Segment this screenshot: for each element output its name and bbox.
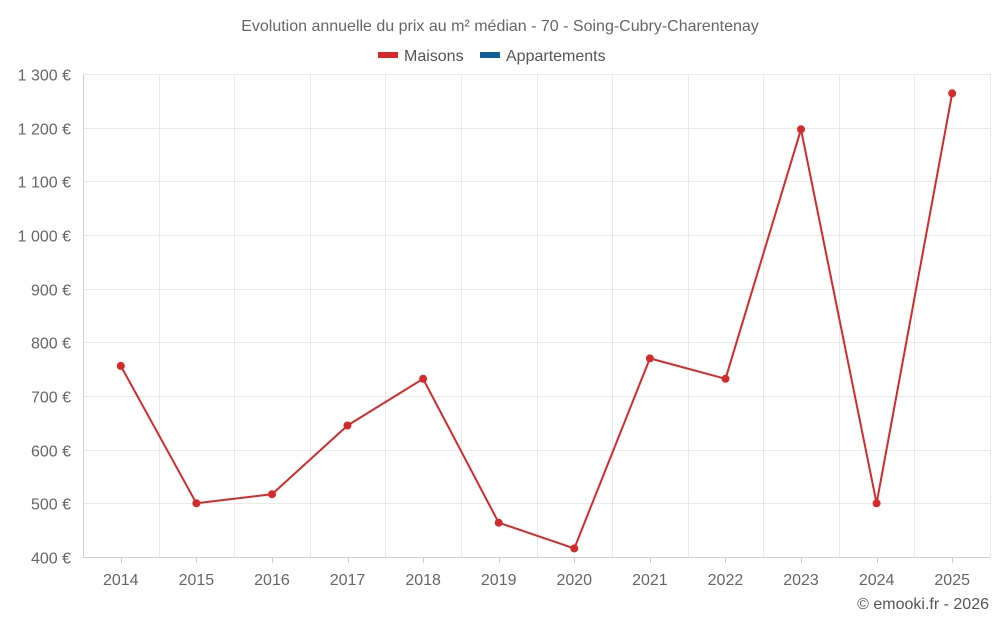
x-gridlines bbox=[83, 74, 991, 557]
legend-label-appartements[interactable]: Appartements bbox=[506, 48, 606, 65]
series-line-maisons bbox=[119, 93, 954, 550]
x-tick-label: 2018 bbox=[405, 572, 441, 589]
series-lines bbox=[119, 93, 954, 550]
y-tick-label: 1 200 € bbox=[18, 122, 71, 139]
data-point-maisons-2017[interactable]: 2017: 645 € bbox=[343, 421, 352, 430]
y-tick-label: 700 € bbox=[31, 390, 71, 407]
data-point-maisons-2015[interactable]: 2015: 500 € bbox=[192, 499, 201, 508]
x-tick-label: 2014 bbox=[103, 572, 139, 589]
x-tick-label: 2022 bbox=[708, 572, 744, 589]
y-tick-label: 800 € bbox=[31, 336, 71, 353]
data-point-maisons-2020[interactable]: 2020: 416 € bbox=[570, 544, 579, 553]
x-tick-label: 2016 bbox=[254, 572, 290, 589]
chart-title: Evolution annuelle du prix au m² médian … bbox=[241, 18, 759, 35]
data-point-maisons-2016[interactable]: 2016: 517 € bbox=[268, 490, 276, 499]
x-axis-tick-labels: 2014 2015 2016 2017 2018 2019 2020 2021 2022 2023… bbox=[103, 572, 970, 589]
y-tick-label: 900 € bbox=[31, 283, 71, 300]
x-tick-label: 2021 bbox=[632, 572, 668, 589]
credit-text: © emooki.fr - 2026 bbox=[857, 596, 989, 613]
y-tick-label: 1 100 € bbox=[18, 175, 71, 192]
y-tick-label: 1 000 € bbox=[18, 229, 71, 246]
y-axis-tick-labels: 400 € 500 € 600 € 700 € 800 € 900 € 1 000 € 1 1… bbox=[18, 68, 71, 568]
x-tick-label: 2024 bbox=[859, 572, 895, 589]
axes bbox=[83, 74, 990, 563]
legend[interactable]: Maisons Appartements bbox=[378, 48, 606, 65]
x-tick-label: 2017 bbox=[330, 572, 366, 589]
legend-label-maisons[interactable]: Maisons bbox=[404, 48, 464, 65]
x-tick-label: 2023 bbox=[783, 572, 819, 589]
x-tick-label: 2019 bbox=[481, 572, 517, 589]
y-gridlines bbox=[83, 74, 990, 504]
x-tick-label: 2020 bbox=[556, 572, 592, 589]
legend-swatch-maisons bbox=[378, 52, 398, 58]
y-tick-label: 1 300 € bbox=[18, 68, 71, 85]
y-tick-label: 400 € bbox=[31, 551, 71, 568]
data-point-maisons-2025[interactable]: 2025: 1264 € bbox=[948, 89, 957, 98]
data-point-maisons-2014[interactable]: 2014: 756 € bbox=[116, 361, 125, 370]
y-tick-label: 500 € bbox=[31, 497, 71, 514]
series-points[interactable]: 2014: 756 € 2015: 500 € 2016: 517 € 2017: 6… bbox=[116, 89, 957, 553]
data-point-maisons-2022[interactable]: 2022: 732 € bbox=[721, 374, 730, 383]
y-tick-label: 600 € bbox=[31, 444, 71, 461]
data-point-maisons-2021[interactable]: 2021: 770 € bbox=[645, 354, 654, 363]
data-point-maisons-2019[interactable]: 2019: 464 € bbox=[494, 518, 503, 527]
legend-swatch-appartements bbox=[480, 52, 500, 58]
x-tick-label: 2025 bbox=[934, 572, 970, 589]
data-point-maisons-2018[interactable]: 2018: 732 € bbox=[419, 374, 428, 383]
data-point-maisons-2024[interactable]: 2024: 500 € bbox=[872, 499, 881, 508]
x-tick-label: 2015 bbox=[179, 572, 215, 589]
data-point-maisons-2023[interactable]: 2023: 1197 € bbox=[797, 125, 805, 134]
